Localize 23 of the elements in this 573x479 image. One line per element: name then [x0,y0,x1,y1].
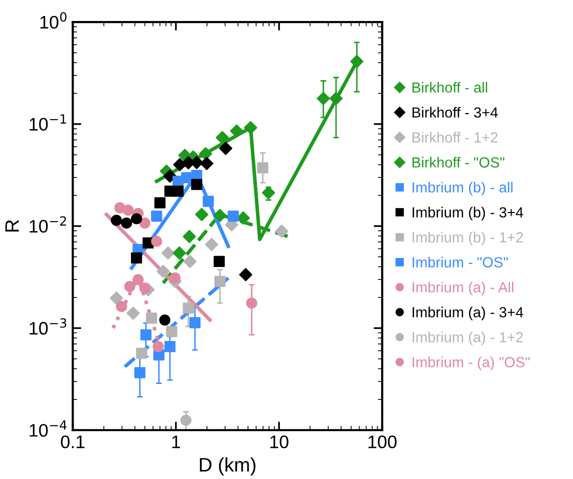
x-tick-label: 0.1 [60,435,84,448]
y-tick-label: 10$^{−4}$ [30,420,67,437]
y-axis-title: R [5,220,19,232]
legend-label: Imbrium (b) - 1+2 [412,232,523,246]
y-tick-label: 10$^{−3}$ [30,318,66,335]
legend-label: Birkhoff - "OS" [412,156,504,168]
legend-label: Imbrium (a) - All [412,282,514,296]
legend-label: Imbrium (a) - 1+2 [412,332,523,346]
legend-label: Birkhoff - 3+4 [412,106,498,118]
legend-label: Imbrium (b) - 3+4 [412,206,524,220]
legend-label: Birkhoff - 1+2 [412,132,498,143]
y-tick-label: 10$^{−2}$ [30,216,66,233]
legend-label: Imbrium - "OS" [412,256,508,268]
y-tick-label: 10$^{−1}$ [30,114,66,131]
legend-label: Imbrium - (a) "OS" [412,356,530,370]
x-axis-title: D (km) [200,457,256,476]
x-tick-label: 1 [172,436,180,448]
legend-label: Birkhoff - all [412,82,488,93]
y-tick-label: 10$^{0}$ [40,12,66,29]
x-tick-label: 100 [368,435,397,448]
x-tick-label: 10 [270,435,288,448]
legend-label: Imbrium (b) - all [412,182,512,196]
legend-label: Imbrium (a) - 3+4 [412,306,524,320]
